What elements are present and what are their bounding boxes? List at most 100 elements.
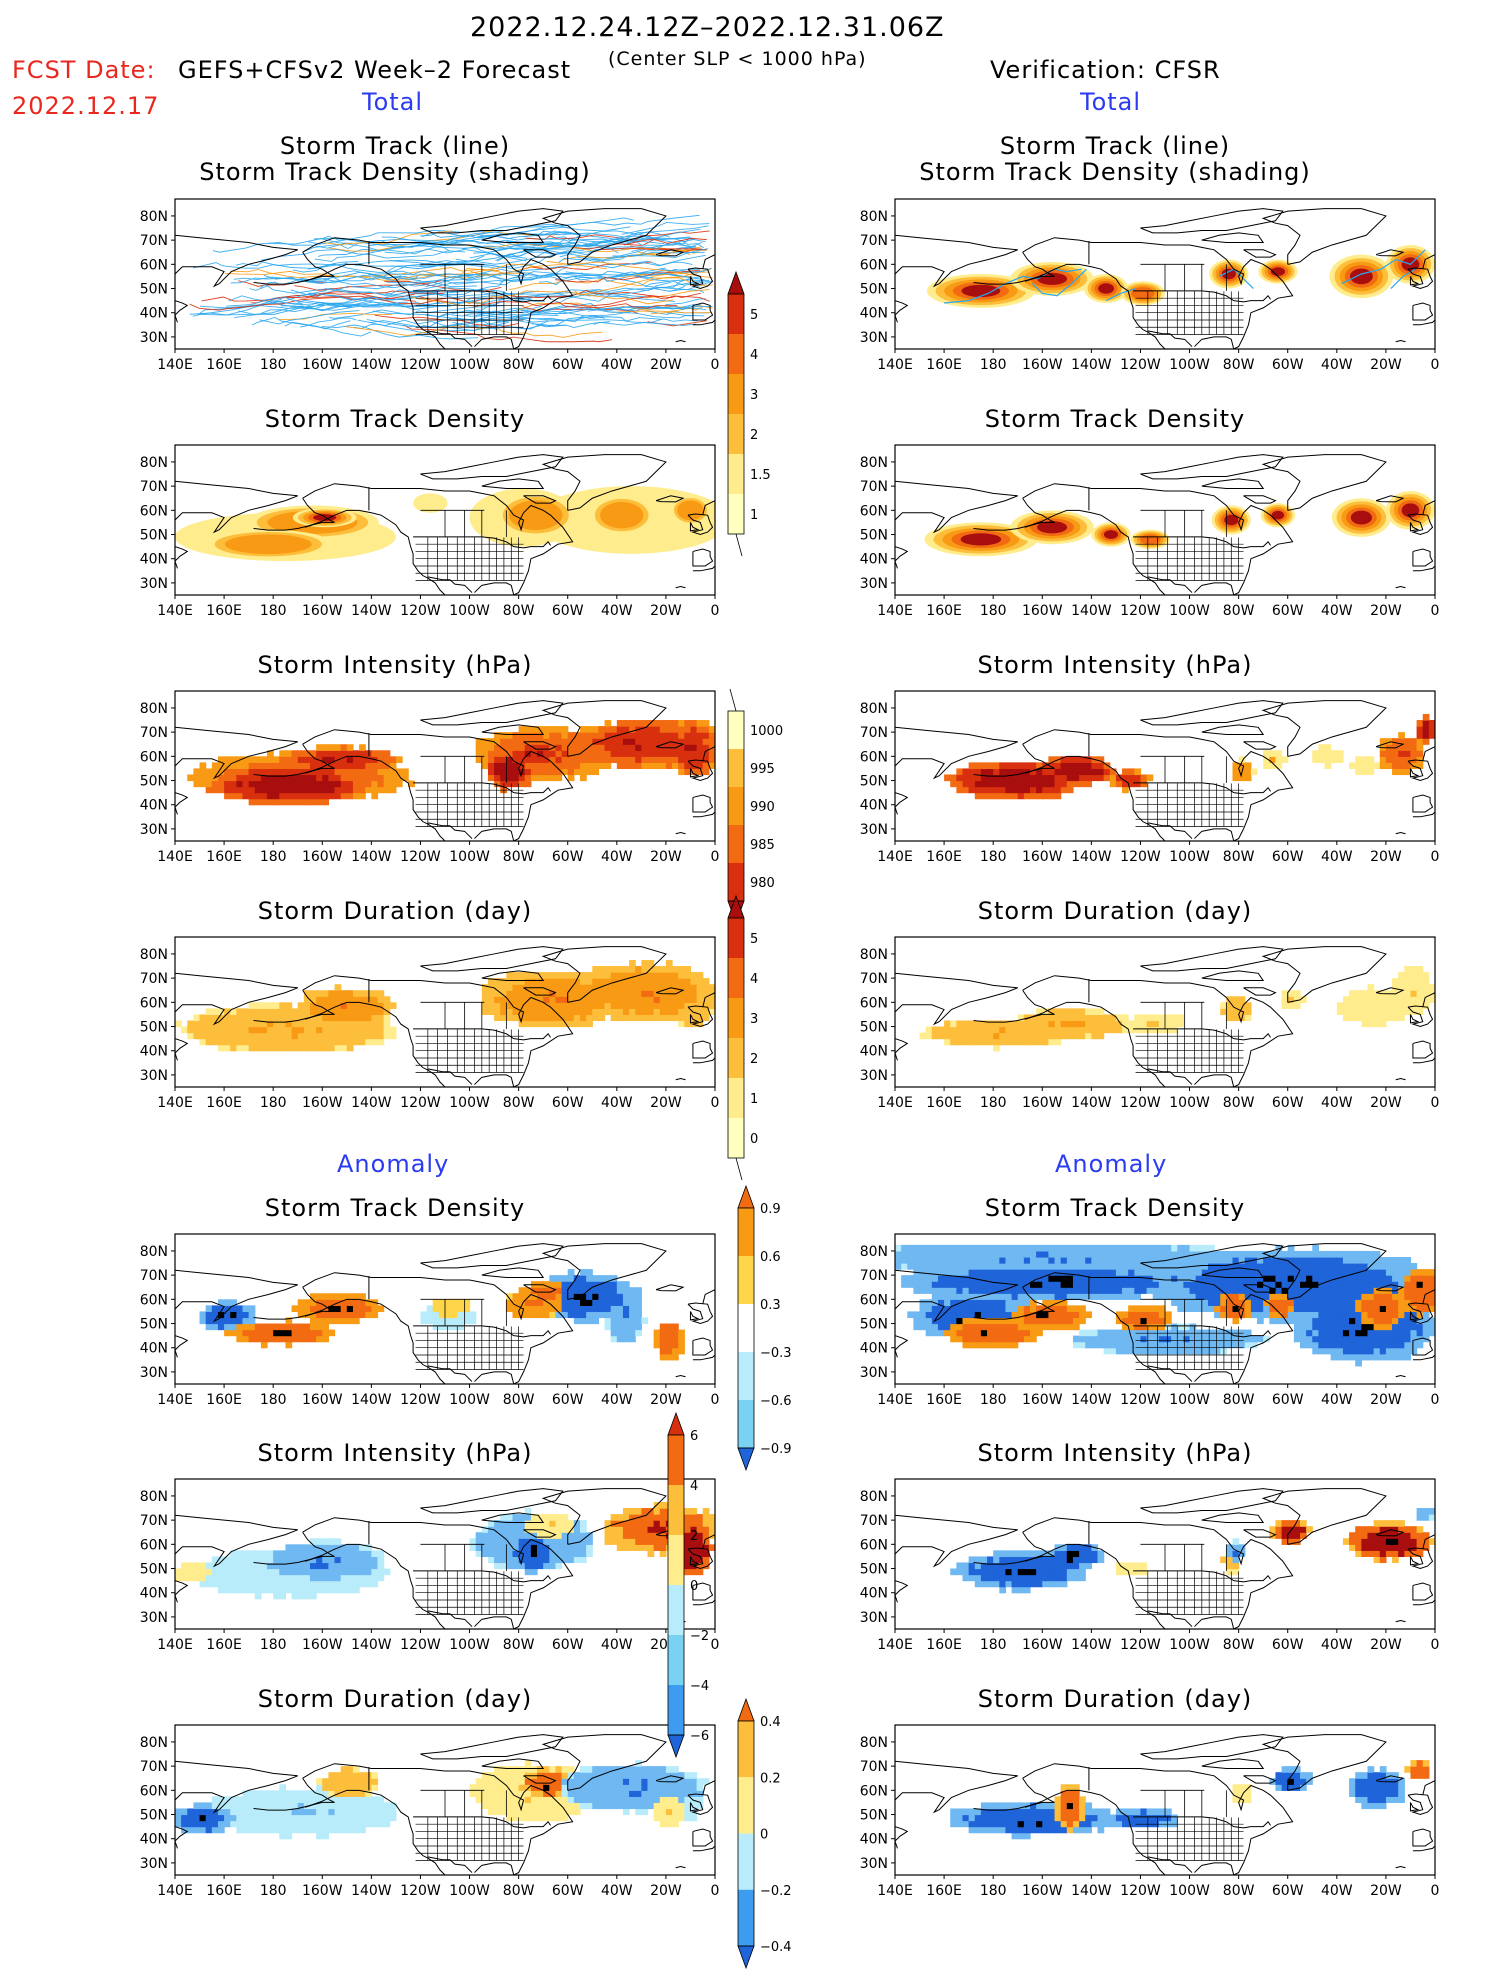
lon-tick-label: 140E (877, 1095, 913, 1111)
criterion-label: (Center SLP < 1000 hPa) (608, 48, 867, 70)
lat-tick-label: 50N (140, 774, 168, 790)
lon-tick-label: 60W (552, 1095, 584, 1111)
lon-tick-label: 0 (711, 357, 720, 373)
colorbar-label: 1 (750, 1092, 758, 1107)
lon-tick-label: 0 (711, 849, 720, 865)
lat-tick-label: 30N (860, 822, 888, 838)
lon-tick-label: 160W (302, 357, 343, 373)
lon-tick-label: 100W (1169, 1883, 1210, 1899)
lat-tick-label: 40N (860, 1832, 888, 1848)
panel-subtitle: Storm Track Density (shading) (140, 158, 650, 186)
lon-tick-label: 40W (1321, 357, 1353, 373)
lon-tick-label: 0 (1431, 357, 1440, 373)
colorbar-label: 2 (690, 1529, 698, 1544)
lat-tick-label: 40N (140, 1832, 168, 1848)
lon-tick-label: 40W (1321, 1637, 1353, 1653)
lat-tick-label: 60N (140, 1783, 168, 1799)
lat-tick-label: 60N (860, 1783, 888, 1799)
lon-tick-label: 40W (601, 357, 633, 373)
lat-tick-label: 70N (860, 1513, 888, 1529)
colorbar-label: 990 (750, 800, 775, 815)
lon-tick-label: 20W (650, 1392, 682, 1408)
lon-tick-label: 40W (1321, 1095, 1353, 1111)
lon-tick-label: 160W (1022, 1392, 1063, 1408)
lon-tick-label: 180 (980, 1392, 1007, 1408)
lon-tick-label: 80W (1223, 1095, 1255, 1111)
lon-tick-label: 120W (1120, 1392, 1161, 1408)
lon-tick-label: 80W (1223, 1392, 1255, 1408)
lat-tick-label: 60N (140, 257, 168, 273)
lon-tick-label: 60W (1272, 1095, 1304, 1111)
fcst-date-value: 2022.12.17 (12, 92, 159, 120)
lon-tick-label: 160W (1022, 603, 1063, 619)
panel-title: Storm Track (line) (140, 132, 650, 160)
lon-tick-label: 60W (552, 1392, 584, 1408)
lon-tick-label: 100W (1169, 1392, 1210, 1408)
lon-tick-label: 80W (1223, 1637, 1255, 1653)
lon-tick-label: 140E (157, 1883, 193, 1899)
colorbar-label: 3 (750, 388, 758, 403)
panel-title: Storm Track Density (140, 405, 650, 433)
lon-tick-label: 140W (351, 357, 392, 373)
lat-tick-label: 50N (140, 1317, 168, 1333)
lon-tick-label: 80W (503, 1883, 535, 1899)
lat-tick-label: 60N (140, 503, 168, 519)
lon-tick-label: 140E (157, 357, 193, 373)
colorbar-label: 1000 (750, 724, 783, 739)
lon-tick-label: 80W (503, 357, 535, 373)
lat-tick-label: 60N (140, 1292, 168, 1308)
lon-tick-label: 140E (877, 357, 913, 373)
colorbar-label: 3 (750, 1012, 758, 1027)
lat-tick-label: 70N (140, 1513, 168, 1529)
lon-tick-label: 80W (503, 1095, 535, 1111)
fcst-date-label: FCST Date: (12, 56, 156, 84)
lon-tick-label: 0 (1431, 603, 1440, 619)
lon-tick-label: 160W (1022, 849, 1063, 865)
lat-tick-label: 30N (860, 1610, 888, 1626)
lon-tick-label: 120W (1120, 357, 1161, 373)
panel-subtitle: Storm Track Density (shading) (860, 158, 1370, 186)
lon-tick-label: 140W (1071, 1095, 1112, 1111)
lon-tick-label: 20W (1370, 1883, 1402, 1899)
lon-tick-label: 20W (1370, 849, 1402, 865)
colorbar-label: 2 (750, 1052, 758, 1067)
lat-tick-label: 30N (140, 330, 168, 346)
colorbar-label: 0.9 (760, 1202, 781, 1217)
lat-tick-label: 30N (140, 576, 168, 592)
lon-tick-label: 160E (206, 1637, 242, 1653)
lat-tick-label: 40N (860, 1586, 888, 1602)
lat-tick-label: 70N (140, 233, 168, 249)
lat-tick-label: 60N (860, 995, 888, 1011)
lon-tick-label: 140W (351, 1883, 392, 1899)
lon-tick-label: 60W (1272, 1392, 1304, 1408)
lon-tick-label: 160E (926, 603, 962, 619)
lon-tick-label: 80W (1223, 1883, 1255, 1899)
lat-tick-label: 80N (860, 701, 888, 717)
lon-tick-label: 40W (1321, 1392, 1353, 1408)
colorbar-label: 4 (690, 1479, 698, 1494)
lon-tick-label: 120W (400, 1392, 441, 1408)
lon-tick-label: 40W (601, 1637, 633, 1653)
lon-tick-label: 140E (157, 603, 193, 619)
panel-title: Storm Intensity (hPa) (140, 1439, 650, 1467)
lat-tick-label: 80N (140, 1244, 168, 1260)
lon-tick-label: 140E (157, 1392, 193, 1408)
lat-tick-label: 70N (860, 725, 888, 741)
lon-tick-label: 120W (400, 1883, 441, 1899)
lon-tick-label: 160E (926, 1883, 962, 1899)
lon-tick-label: 40W (601, 1883, 633, 1899)
colorbar-svg: 0.40.20−0.2−0.4 (734, 1693, 814, 1982)
lon-tick-label: 180 (980, 1637, 1007, 1653)
lon-tick-label: 20W (650, 1095, 682, 1111)
